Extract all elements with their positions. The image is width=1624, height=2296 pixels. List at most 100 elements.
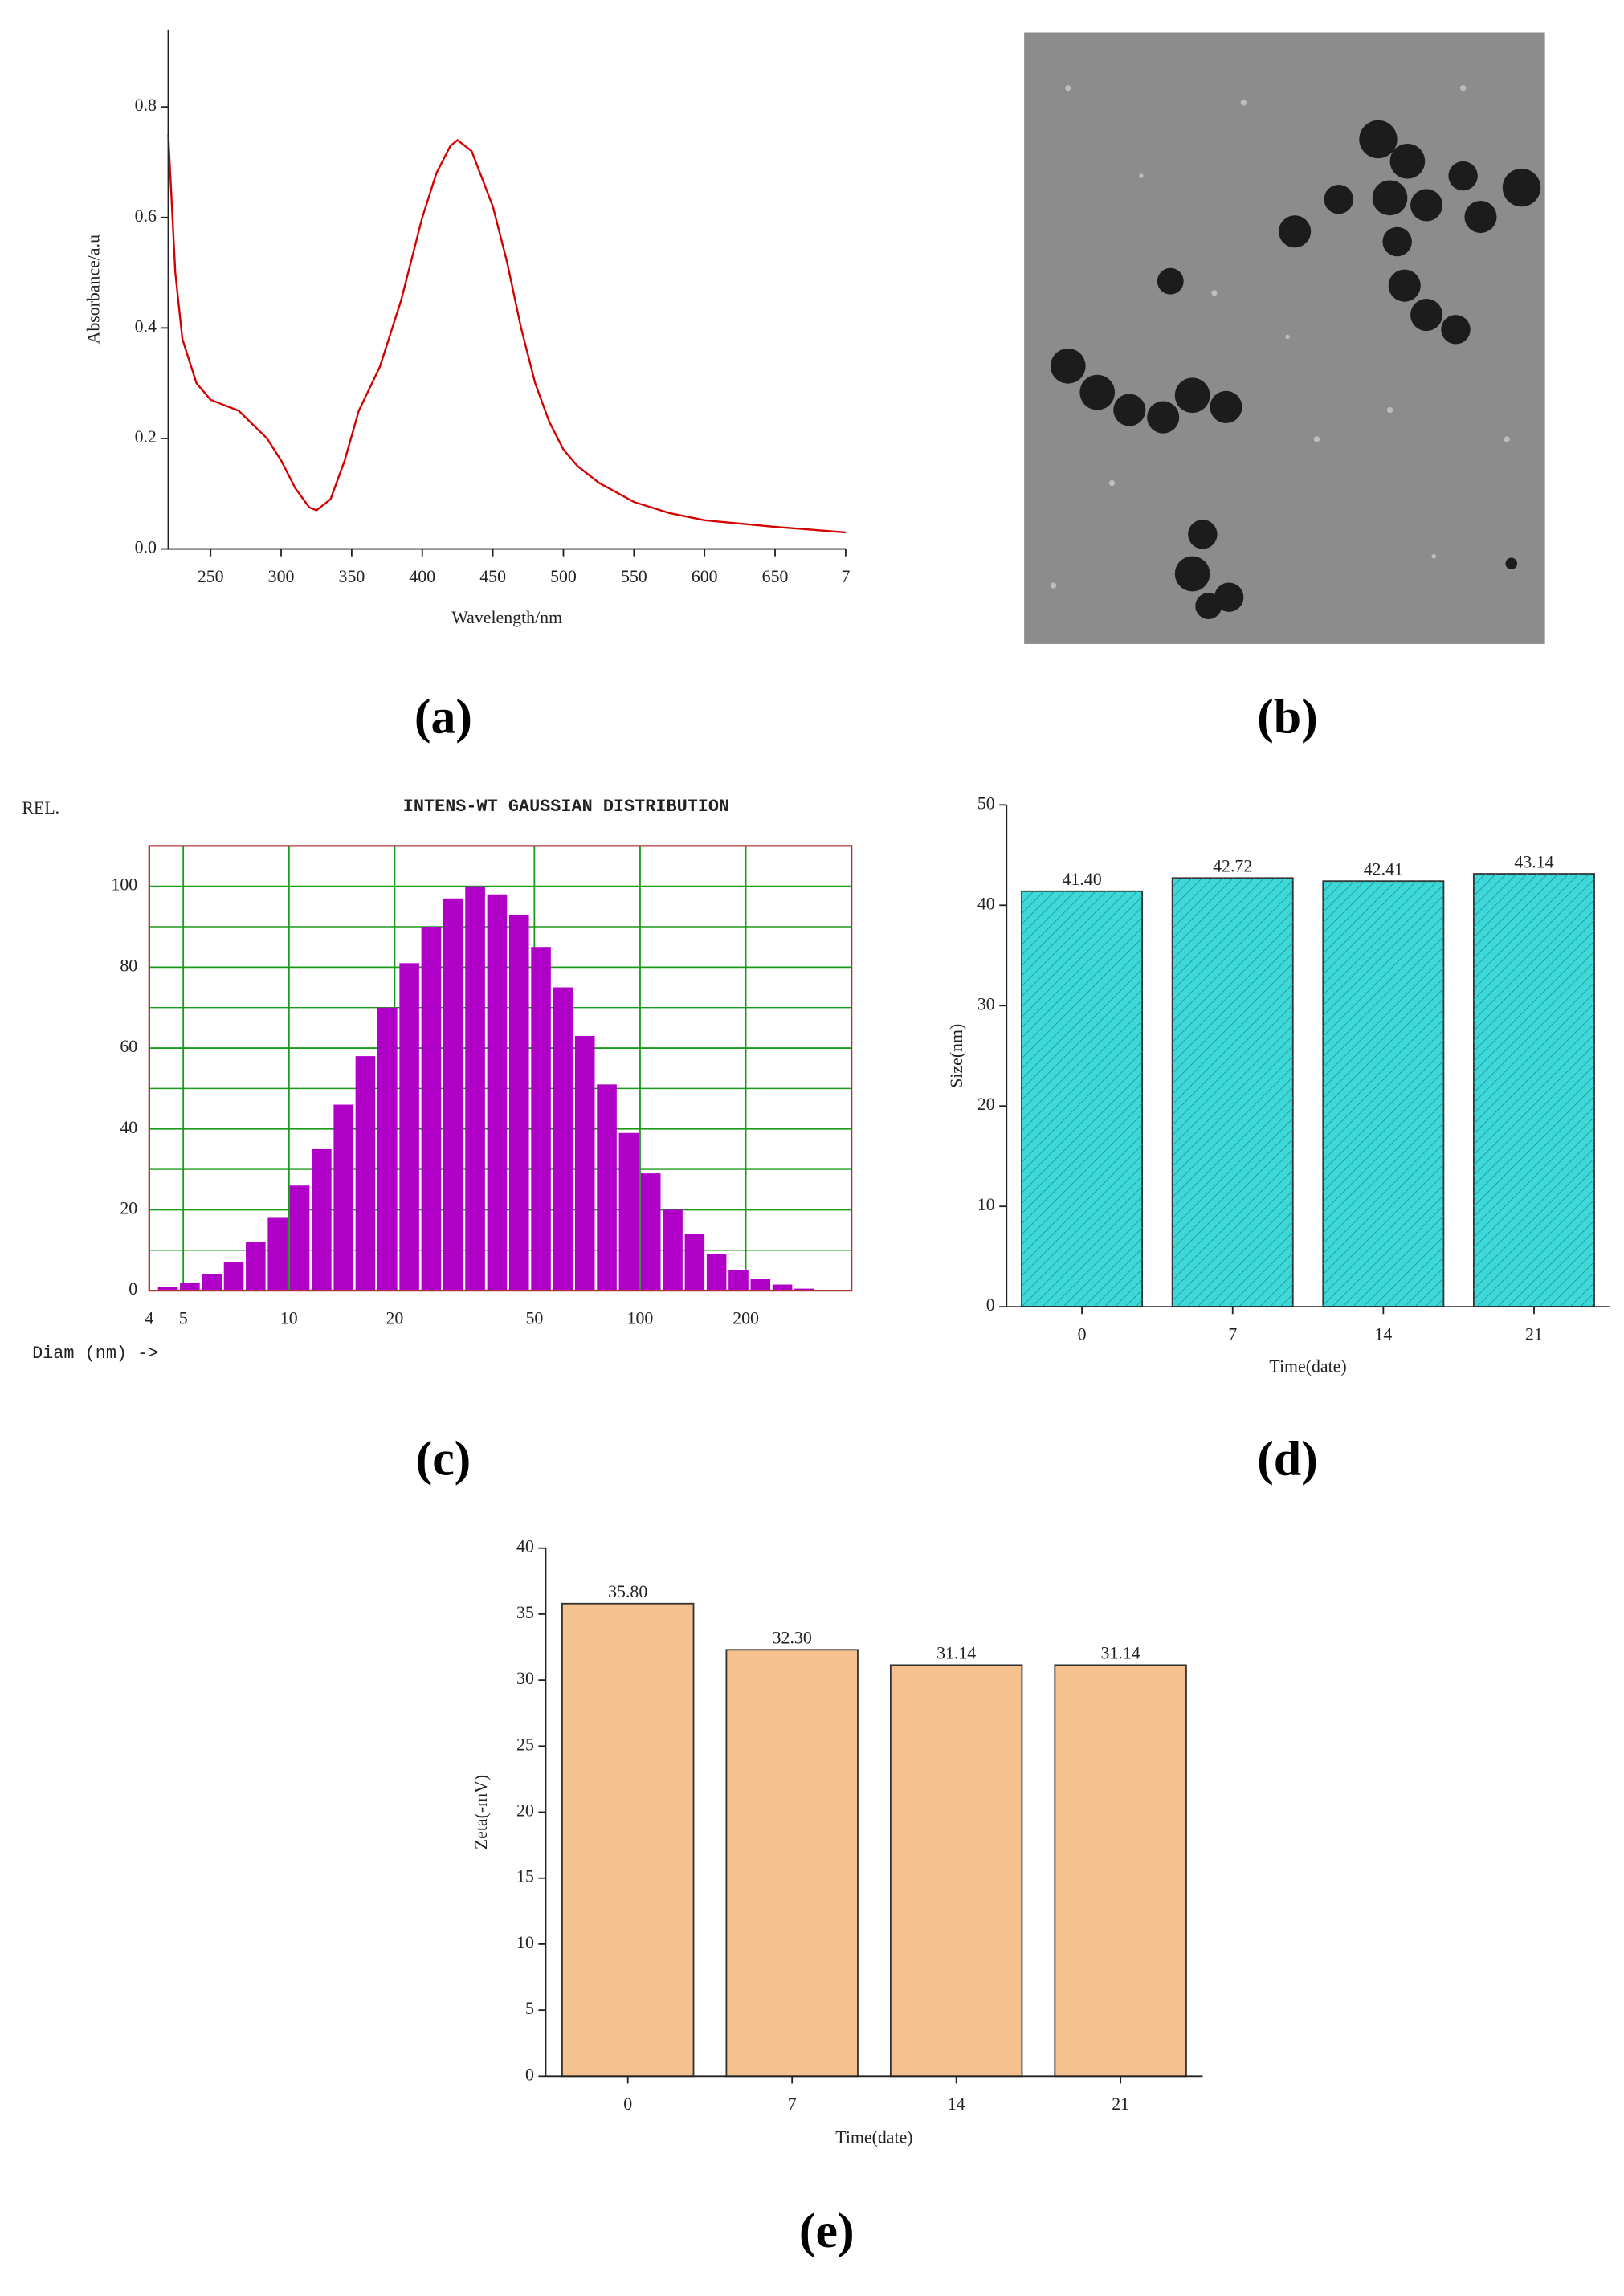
x-tick-label: 100 (627, 1309, 654, 1328)
chart-title: INTENS-WT GAUSSIAN DISTRIBUTION (403, 797, 729, 817)
y-tick-label: 40 (120, 1118, 137, 1137)
y-axis-label: REL. (22, 798, 59, 818)
x-tick-label: 650 (762, 567, 789, 586)
y-tick-label: 10 (977, 1195, 995, 1214)
spectrum-line (167, 134, 846, 534)
bar (531, 947, 551, 1291)
bar (574, 1035, 595, 1291)
x-tick-label: 21 (1112, 2094, 1129, 2114)
y-tick-label: 0 (129, 1279, 137, 1299)
panel-label: (d) (1257, 1431, 1318, 1486)
data-label: 41.40 (1063, 870, 1102, 889)
bar (289, 1185, 310, 1291)
bar (312, 1148, 332, 1291)
x-tick-label: 300 (268, 567, 295, 586)
bar (267, 1217, 288, 1291)
x-tick-label: 0 (623, 2094, 632, 2114)
x-tick-label: 4 (145, 1309, 153, 1328)
x-tick-label: 450 (479, 567, 506, 586)
bar (663, 1209, 683, 1291)
y-tick-label: 50 (977, 793, 995, 813)
plot-frame (148, 845, 853, 1292)
x-tick-label: 14 (948, 2094, 965, 2114)
data-label: 42.41 (1364, 859, 1403, 879)
bar (246, 1242, 266, 1291)
x-tick-label: 7 (1228, 1325, 1237, 1344)
y-tick-label: 100 (111, 875, 137, 895)
y-tick-label: 10 (516, 1933, 534, 1952)
bar (750, 1279, 771, 1291)
y-tick-label: 20 (120, 1198, 137, 1217)
data-label: 31.14 (1101, 1644, 1140, 1663)
bar (794, 1288, 814, 1291)
y-tick-label: 0 (986, 1295, 995, 1315)
y-tick-label: 30 (977, 994, 995, 1013)
bar-hatch (1172, 878, 1293, 1307)
data-label: 32.30 (773, 1629, 812, 1648)
bar (684, 1234, 705, 1291)
bar-hatch (1323, 881, 1444, 1307)
bar (618, 1132, 639, 1291)
x-tick-label: 10 (280, 1309, 298, 1328)
bar (421, 927, 442, 1291)
bar (487, 894, 508, 1291)
x-tick-label: 200 (732, 1309, 759, 1328)
x-axis-label: Diam (nm) -> (32, 1344, 158, 1364)
x-tick-label: 500 (550, 567, 577, 586)
x-tick-label: 21 (1525, 1325, 1543, 1344)
data-label: 35.80 (608, 1582, 647, 1601)
y-axis-label: Absorbance/a.u (84, 234, 103, 345)
y-axis-label: Size(nm) (947, 1024, 966, 1088)
x-tick-label: 7 (841, 567, 850, 586)
x-tick-label: 400 (409, 567, 435, 586)
bar (1054, 1664, 1187, 2078)
x-axis-label: Wavelength/nm (451, 608, 562, 627)
bar (772, 1284, 793, 1291)
y-tick-label: 0.2 (135, 427, 157, 447)
y-tick-label: 20 (516, 1801, 534, 1821)
y-tick-label: 80 (120, 956, 137, 975)
bar-hatch (1473, 874, 1595, 1307)
x-tick-label: 600 (692, 567, 718, 586)
bar (333, 1104, 353, 1291)
bar (399, 963, 419, 1291)
data-label: 42.72 (1213, 857, 1252, 876)
x-axis-label: Time(date) (835, 2128, 912, 2147)
y-tick-label: 5 (525, 1999, 534, 2018)
y-tick-label: 0.0 (135, 538, 157, 557)
y-tick-label: 30 (516, 1669, 534, 1688)
bar (889, 1664, 1023, 2078)
y-tick-label: 0.6 (135, 206, 157, 226)
panel-label: (c) (416, 1431, 471, 1486)
bar (202, 1274, 222, 1291)
bar (223, 1262, 244, 1291)
y-tick-label: 0.8 (135, 96, 157, 115)
bar (443, 898, 463, 1291)
x-tick-label: 14 (1374, 1325, 1392, 1344)
y-tick-label: 0.4 (135, 316, 157, 336)
x-tick-label: 350 (339, 567, 365, 586)
y-tick-label: 40 (516, 1537, 534, 1556)
bar (561, 1602, 695, 2078)
bar (508, 914, 529, 1291)
x-tick-label: 0 (1078, 1325, 1087, 1344)
bar-hatch (1022, 891, 1143, 1307)
y-axis-label: Zeta(-mV) (471, 1775, 491, 1849)
y-tick-label: 40 (977, 894, 995, 913)
y-tick-label: 35 (516, 1603, 534, 1622)
bar (465, 886, 485, 1291)
bar (725, 1649, 859, 2078)
bar (553, 987, 573, 1291)
y-tick-label: 20 (977, 1095, 995, 1114)
bar (706, 1254, 727, 1291)
bar (640, 1173, 661, 1291)
x-tick-label: 250 (198, 567, 224, 586)
bar (597, 1084, 617, 1291)
bar (157, 1287, 178, 1291)
bar (355, 1056, 376, 1291)
bar (180, 1283, 200, 1291)
y-tick-label: 60 (120, 1037, 137, 1056)
data-label: 43.14 (1514, 852, 1553, 871)
y-tick-label: 0 (525, 2065, 534, 2084)
panel-label: (a) (414, 690, 472, 744)
